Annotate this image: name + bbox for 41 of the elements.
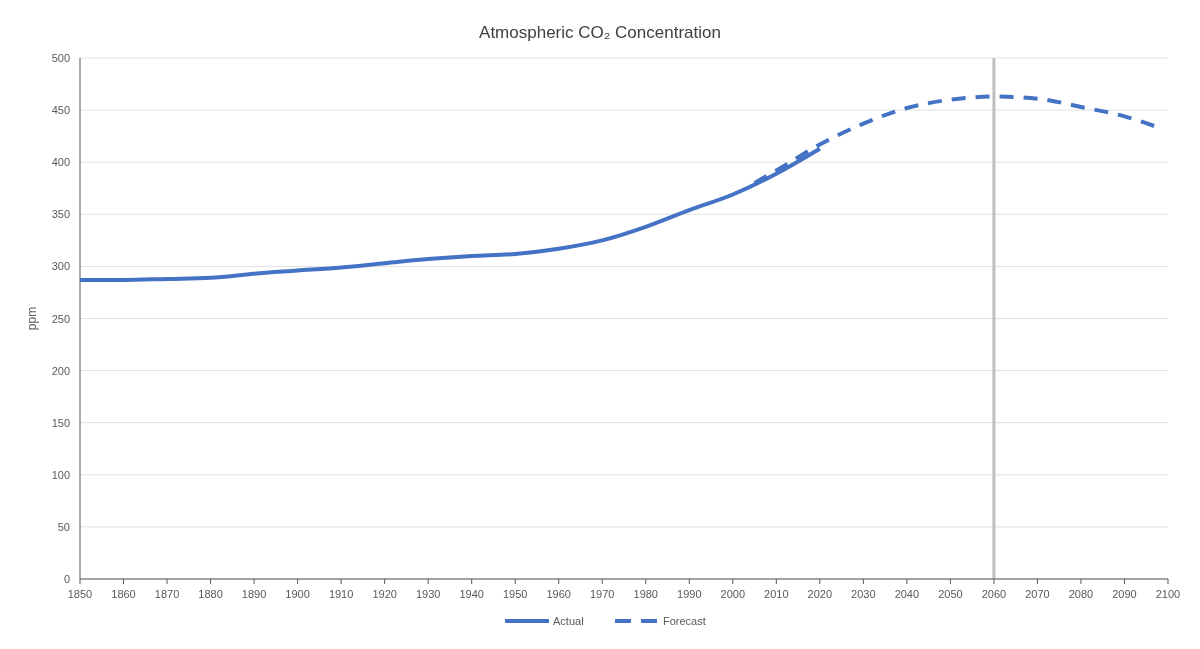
x-tick-label: 1910 <box>328 588 354 600</box>
x-tick-label: 2090 <box>1112 588 1137 600</box>
x-tick-label: 1980 <box>633 588 658 600</box>
y-tick-label: 450 <box>51 104 70 117</box>
y-axis-title: ppm <box>25 306 39 331</box>
legend-label: Actual <box>553 615 584 627</box>
x-tick-label: 1970 <box>590 588 615 600</box>
x-tick-label: 1890 <box>241 588 267 600</box>
x-tick-label: 1940 <box>459 588 484 600</box>
x-tick-label: 1870 <box>154 588 180 600</box>
legend-label: Forecast <box>663 615 706 627</box>
y-tick-label: 350 <box>51 208 70 221</box>
x-tick-label: 2000 <box>720 588 746 600</box>
y-tick-label: 200 <box>51 364 70 377</box>
x-tick-label: 2080 <box>1068 588 1094 600</box>
y-tick-label: 0 <box>63 573 70 585</box>
chart-title: Atmospheric CO₂ Concentration <box>479 23 721 42</box>
x-tick-label: 1990 <box>677 588 702 600</box>
y-tick-label: 300 <box>51 260 70 273</box>
x-tick-label: 1920 <box>372 588 397 600</box>
x-tick-label: 2060 <box>981 588 1007 600</box>
x-tick-label: 1900 <box>285 588 310 600</box>
y-tick-label: 100 <box>51 468 70 481</box>
y-tick-label: 500 <box>51 52 70 64</box>
x-tick-label: 2010 <box>764 588 789 600</box>
y-tick-label: 400 <box>51 156 70 169</box>
x-tick-label: 2070 <box>1025 588 1050 600</box>
x-tick-label: 1930 <box>415 588 441 600</box>
x-tick-label: 1860 <box>111 588 136 600</box>
x-tick-label: 2030 <box>851 588 876 600</box>
x-tick-label: 1880 <box>198 588 223 600</box>
x-tick-label: 2020 <box>807 588 833 600</box>
x-tick-label: 2100 <box>1155 588 1181 600</box>
y-tick-label: 250 <box>51 312 70 325</box>
x-tick-label: 2050 <box>938 588 963 600</box>
x-tick-label: 1850 <box>67 588 93 600</box>
x-tick-label: 1960 <box>546 588 571 600</box>
x-tick-label: 2040 <box>894 588 920 600</box>
y-tick-label: 50 <box>57 520 70 533</box>
x-tick-label: 1950 <box>502 588 528 600</box>
y-tick-label: 150 <box>51 416 70 429</box>
